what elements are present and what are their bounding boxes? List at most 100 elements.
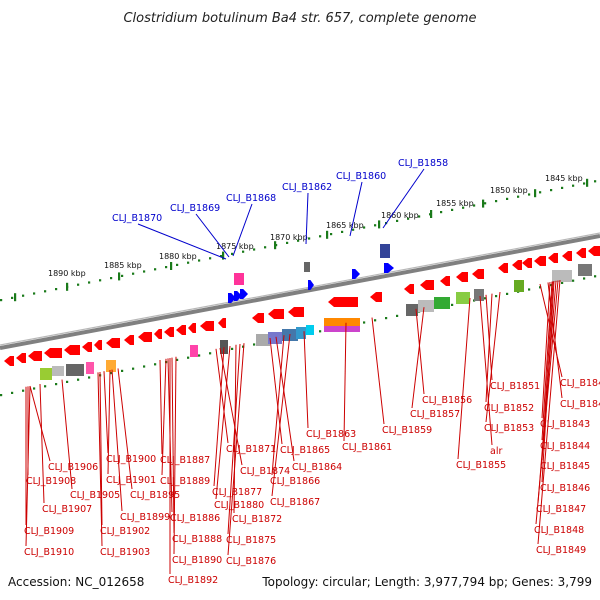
gene-label: CLJ_B1875 <box>226 535 276 546</box>
tick-dot <box>484 297 487 300</box>
tick-dot <box>363 226 366 229</box>
tick-dot <box>451 208 454 211</box>
leader-line <box>103 371 109 454</box>
tick-dot <box>550 189 553 192</box>
accession-text: Accession: NC_012658 <box>8 575 144 589</box>
tick-dot <box>330 233 333 236</box>
tick-dot <box>495 200 498 203</box>
upper-scale-track <box>0 180 597 302</box>
tick-dot <box>55 288 58 291</box>
tick-dot <box>110 372 113 375</box>
annotation-block <box>380 244 390 258</box>
major-tick <box>14 293 17 302</box>
major-tick <box>482 199 485 208</box>
gene-label: CLJ_B1908 <box>26 476 76 487</box>
tick-dot <box>539 191 542 194</box>
reverse-gene-arrow <box>522 258 532 268</box>
scale-label: 1870 kbp <box>270 233 308 242</box>
leader-lines-layer <box>25 168 563 574</box>
annotation-block <box>268 332 282 344</box>
leader-line <box>213 347 225 487</box>
annotation-block <box>296 327 306 339</box>
annotation-block <box>456 292 470 304</box>
tick-dot <box>44 385 47 388</box>
genome-backbone-highlight <box>0 232 600 346</box>
tick-dot <box>341 230 344 233</box>
gene-label: CLJ_B1851 <box>490 381 540 392</box>
tick-dot <box>407 217 410 220</box>
reverse-gene-arrow <box>176 325 186 335</box>
tick-dot <box>220 255 223 258</box>
reverse-gene-arrow <box>404 284 414 294</box>
annotation-block <box>434 297 450 309</box>
leader-line <box>371 317 385 425</box>
gene-label: CLJ_B1877 <box>212 487 262 498</box>
tick-dot <box>11 391 14 394</box>
leader-line <box>457 297 471 460</box>
gene-label: CLJ_B1848 <box>534 525 584 536</box>
reverse-gene-arrow <box>200 321 214 331</box>
reverse-gene-arrow <box>420 280 434 290</box>
gene-label: CLJ_B1844 <box>540 441 590 452</box>
gene-label: CLJ_B1892 <box>168 575 218 586</box>
gene-label: CLJ_B1860 <box>336 171 386 182</box>
genome-backbone <box>0 234 600 350</box>
gene-label: CLJ_B1869 <box>170 203 220 214</box>
reverse-gene-arrow <box>154 329 162 339</box>
leader-line <box>349 181 363 237</box>
tick-dot <box>528 288 531 291</box>
reverse-gene-arrow <box>94 340 102 350</box>
leader-line <box>159 359 163 455</box>
tick-dot <box>319 235 322 238</box>
scale-label: 1890 kbp <box>48 269 86 278</box>
scale-label: 1885 kbp <box>104 261 142 270</box>
tick-dot <box>0 299 3 302</box>
annotation-block <box>324 326 360 332</box>
gene-label: CLJ_B1900 <box>106 454 156 465</box>
tick-dot <box>286 241 289 244</box>
major-tick <box>326 230 329 239</box>
gene-label: CLJ_B1874 <box>240 466 290 477</box>
reverse-gene-arrow <box>106 338 120 348</box>
tick-dot <box>99 279 102 282</box>
tick-dot <box>528 193 531 196</box>
leader-line <box>97 372 103 547</box>
annotation-block <box>256 334 270 346</box>
tick-dot <box>187 356 190 359</box>
tick-dot <box>33 292 36 295</box>
leader-line <box>25 385 31 547</box>
leader-line <box>61 379 73 490</box>
reverse-gene-arrow <box>16 353 26 363</box>
annotation-block <box>306 325 314 335</box>
leader-line <box>305 192 309 245</box>
leader-line <box>343 322 347 442</box>
tick-dot <box>253 248 256 251</box>
tick-dot <box>44 290 47 293</box>
major-tick <box>222 251 225 260</box>
tick-dot <box>506 197 509 200</box>
gene-label: CLJ_B1855 <box>456 460 506 471</box>
leader-line <box>29 385 51 462</box>
gene-label: CLJ_B1895 <box>130 490 180 501</box>
tick-dot <box>583 277 586 280</box>
gene-label: CLJ_B1867 <box>270 497 320 508</box>
scale-label: 1860 kbp <box>381 211 419 220</box>
labels-layer: CLJ_B1870 CLJ_B1869 CLJ_B1868 CLJ_B1862 CLJ_… <box>24 158 600 586</box>
gene-label: CLJ_B1858 <box>398 158 448 169</box>
tick-dot <box>418 215 421 218</box>
tick-dot <box>22 389 25 392</box>
axes-layer: 1890 kbp 1885 kbp 1880 kbp 1875 kbp 1870 kbp… <box>0 174 600 397</box>
tick-dot <box>231 252 234 255</box>
gene-label: CLJ_B1845 <box>540 461 590 472</box>
tick-dot <box>484 202 487 205</box>
reverse-gene-arrow <box>218 318 226 328</box>
reverse-gene-arrow <box>64 345 80 355</box>
tick-dot <box>66 380 69 383</box>
leader-line <box>382 168 425 229</box>
tick-dot <box>198 354 201 357</box>
tick-dot <box>231 347 234 350</box>
forward-gene-arrow <box>234 291 242 301</box>
leader-line <box>195 213 230 258</box>
annotation-block <box>304 262 310 272</box>
tick-dot <box>88 376 91 379</box>
